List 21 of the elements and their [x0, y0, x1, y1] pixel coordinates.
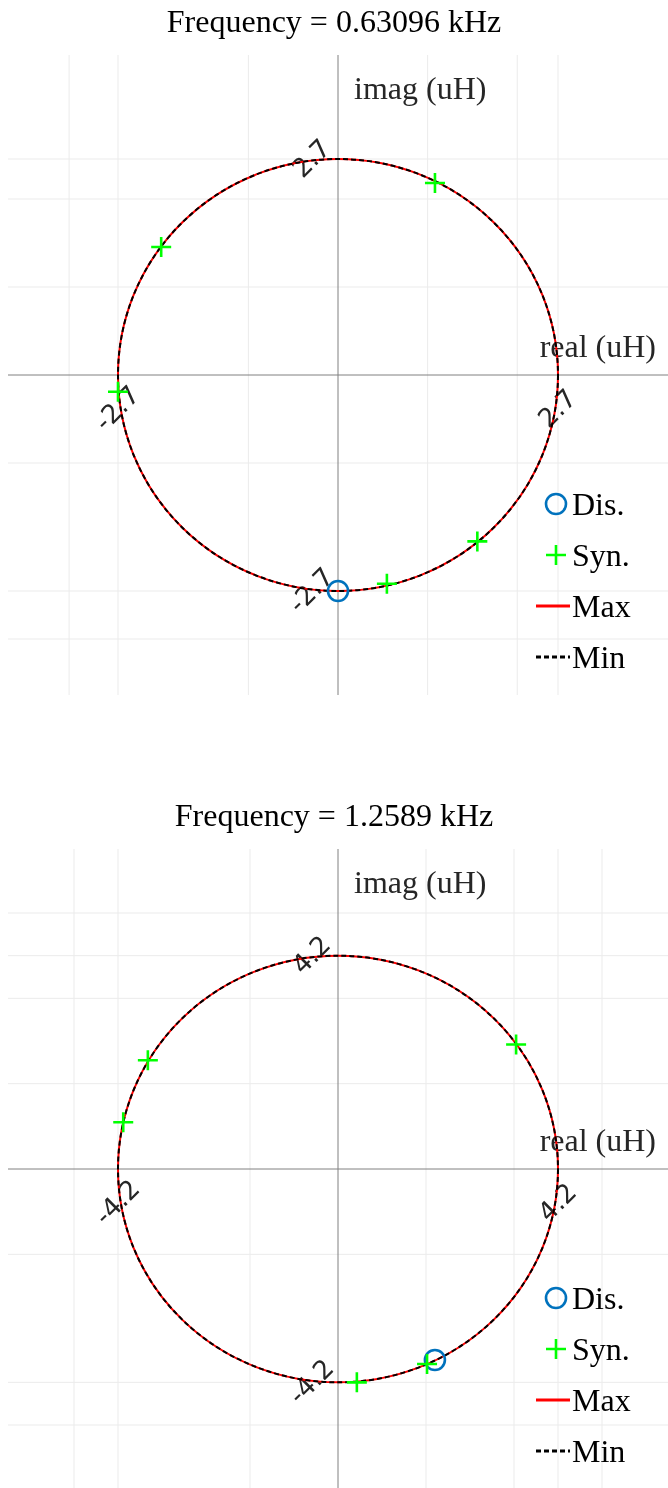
- point: [506, 1034, 527, 1055]
- point: [467, 531, 488, 552]
- annotation: Min: [572, 639, 626, 675]
- y-axis-title: imag (uH): [354, 70, 487, 106]
- chart-title: Frequency = 0.63096 kHz: [166, 3, 502, 39]
- y-tick-label: 2.7: [285, 132, 337, 184]
- legend-label: Dis.: [572, 1280, 625, 1316]
- point: [137, 1050, 158, 1071]
- point: [423, 1348, 447, 1372]
- legend-label: Syn.: [572, 1331, 630, 1367]
- legend-label: Syn.: [572, 537, 630, 573]
- y-tick-label: 4.2: [285, 929, 337, 980]
- point: [346, 1372, 367, 1393]
- annotation: Max: [572, 588, 631, 624]
- y-axis-title: imag (uH): [354, 864, 487, 900]
- y-tick-label: -4.2: [282, 1352, 340, 1410]
- annotation: Min: [572, 1433, 626, 1469]
- chart-title: Frequency = 1.2589 kHz: [174, 797, 494, 833]
- point: [113, 1112, 134, 1133]
- annotation: Max: [572, 1382, 631, 1418]
- legend-label: Dis.: [572, 486, 625, 522]
